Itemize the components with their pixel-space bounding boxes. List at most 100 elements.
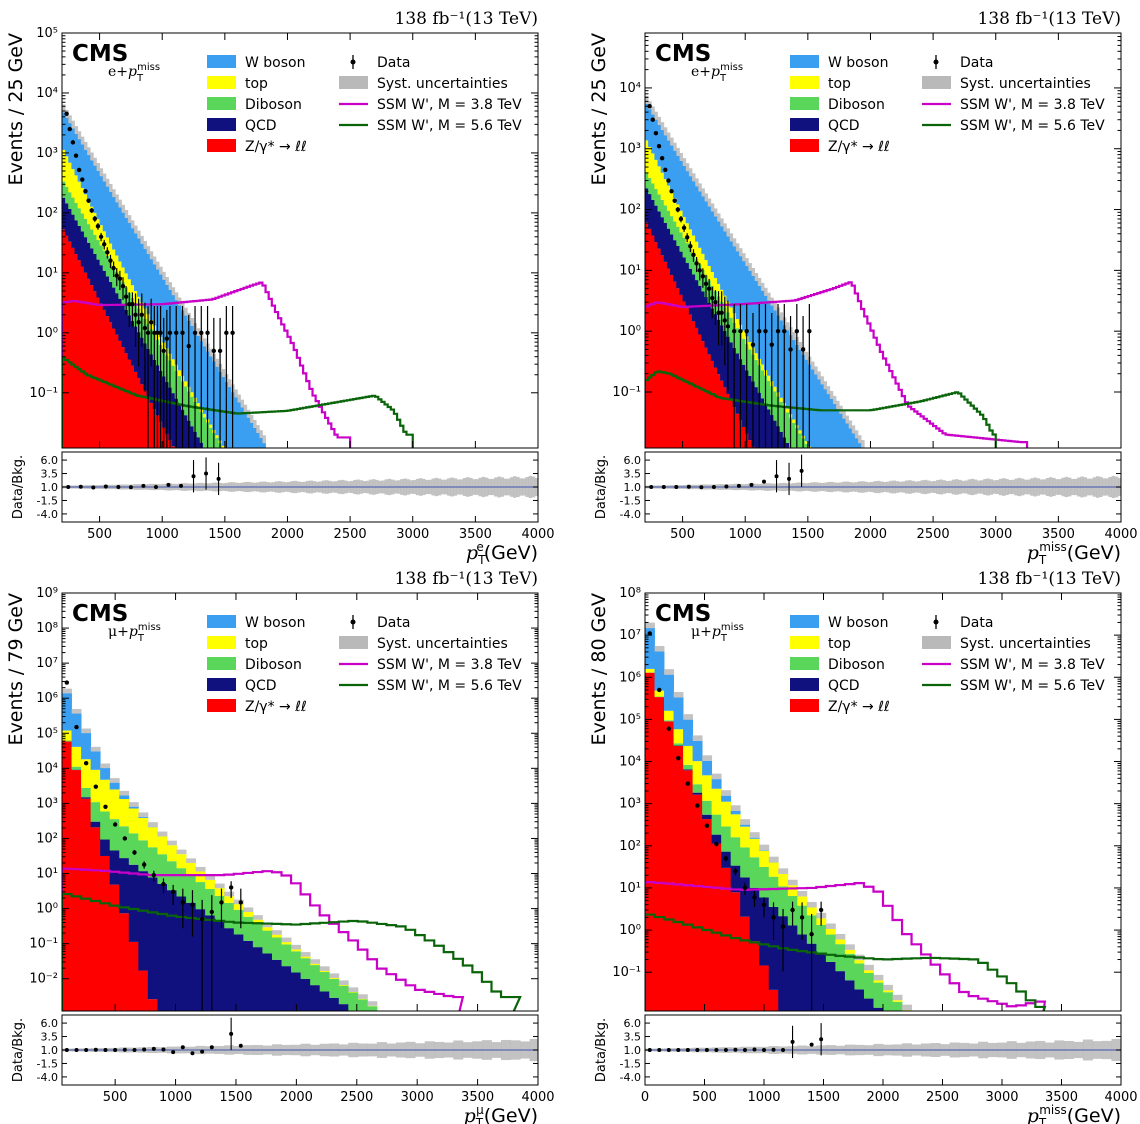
w-boson-bar: [664, 674, 674, 711]
syst-band: [234, 389, 238, 398]
syst-band: [310, 959, 321, 964]
data-point: [750, 342, 756, 347]
x-tick-label: 1000: [747, 1090, 780, 1105]
ssm-5p6-line: [645, 370, 997, 448]
syst-band: [127, 215, 132, 223]
data-point: [676, 755, 681, 761]
qcd-bar: [233, 934, 244, 1011]
data-point: [130, 302, 135, 307]
syst-band: [832, 395, 837, 404]
main-frame: [61, 592, 539, 1012]
y-tick-label: 10⁴: [619, 81, 641, 96]
syst-band: [760, 282, 765, 291]
qcd-bar: [118, 298, 122, 341]
dy-bar: [742, 426, 746, 448]
top-bar: [233, 904, 244, 910]
w-boson-bar: [155, 269, 160, 332]
syst-band: [146, 246, 151, 254]
syst-band: [844, 944, 855, 950]
ratio-y-tick-label: -1.5: [620, 494, 641, 507]
top-bar: [124, 273, 129, 288]
syst-band: [654, 111, 658, 120]
qcd-bar: [825, 961, 836, 1011]
qcd-bar: [127, 315, 132, 360]
data-point: [161, 881, 166, 887]
w-boson-bar: [93, 165, 97, 213]
data-point: [675, 207, 681, 212]
w-boson-bar: [256, 432, 260, 448]
w-boson-bar: [730, 810, 741, 815]
data-point: [219, 900, 224, 905]
syst-band: [74, 125, 79, 134]
diboson-bar: [202, 417, 207, 448]
dy-bar: [645, 222, 649, 448]
legend-top-label: top: [828, 76, 851, 92]
top-bar: [329, 977, 340, 979]
top-bar: [291, 949, 302, 952]
dy-bar: [664, 721, 674, 1011]
syst-band: [62, 688, 72, 694]
data-point: [744, 328, 749, 334]
dy-bar: [740, 916, 751, 1011]
legend-wboson-label: W boson: [828, 55, 888, 71]
syst-band: [683, 714, 693, 720]
qcd-bar: [190, 426, 194, 448]
data-point: [722, 318, 727, 323]
legend-syst-swatch: [922, 76, 951, 89]
diboson-bar: [754, 359, 759, 388]
ratio-point: [733, 1047, 738, 1052]
w-boson-bar: [127, 222, 132, 280]
top-bar: [717, 283, 721, 297]
data-point: [775, 328, 781, 334]
w-boson-bar: [227, 387, 232, 448]
top-bar: [262, 927, 273, 931]
qcd-bar: [74, 220, 79, 255]
data-point: [192, 330, 198, 336]
diboson-bar: [205, 889, 216, 916]
w-boson-bar: [119, 795, 130, 800]
data-point: [190, 902, 195, 907]
w-boson-bar: [707, 206, 712, 266]
w-boson-bar: [798, 349, 802, 431]
top-bar: [749, 838, 760, 858]
dy-bar: [695, 327, 699, 448]
diboson-bar: [688, 248, 693, 269]
syst-band: [748, 263, 752, 271]
diboson-bar: [692, 784, 703, 793]
y-axis-label: Events / 25 GeV: [5, 33, 27, 185]
data-point: [70, 140, 76, 145]
top-bar: [221, 445, 226, 448]
data-point: [771, 915, 776, 920]
qcd-bar: [262, 953, 273, 1011]
dy-bar: [127, 359, 132, 448]
x-tick-label: 500: [87, 527, 112, 542]
data-point: [733, 868, 738, 874]
top-bar: [735, 319, 740, 329]
cms-label: CMS: [72, 41, 128, 67]
plot-area: [62, 680, 522, 1011]
top-bar: [645, 668, 655, 673]
ratio-point: [736, 483, 741, 488]
ratio-point: [151, 1046, 156, 1051]
top-bar: [209, 424, 213, 428]
w-boson-bar: [723, 231, 727, 296]
w-boson-bar: [735, 251, 740, 320]
y-tick-label: 10³: [619, 797, 641, 812]
dy-bar: [83, 272, 88, 448]
w-boson-bar: [90, 751, 101, 770]
syst-band: [243, 404, 248, 413]
data-point: [74, 724, 79, 730]
diboson-bar: [186, 875, 197, 903]
top-bar: [310, 963, 321, 966]
syst-band: [155, 261, 160, 270]
syst-band: [673, 142, 677, 151]
syst-band: [732, 238, 737, 247]
diboson-bar: [119, 826, 130, 859]
syst-band: [857, 435, 862, 444]
ratio-point: [93, 1047, 98, 1052]
data-point: [716, 310, 721, 316]
data-point: [132, 850, 137, 855]
syst-band: [90, 152, 94, 161]
syst-band: [262, 922, 273, 928]
